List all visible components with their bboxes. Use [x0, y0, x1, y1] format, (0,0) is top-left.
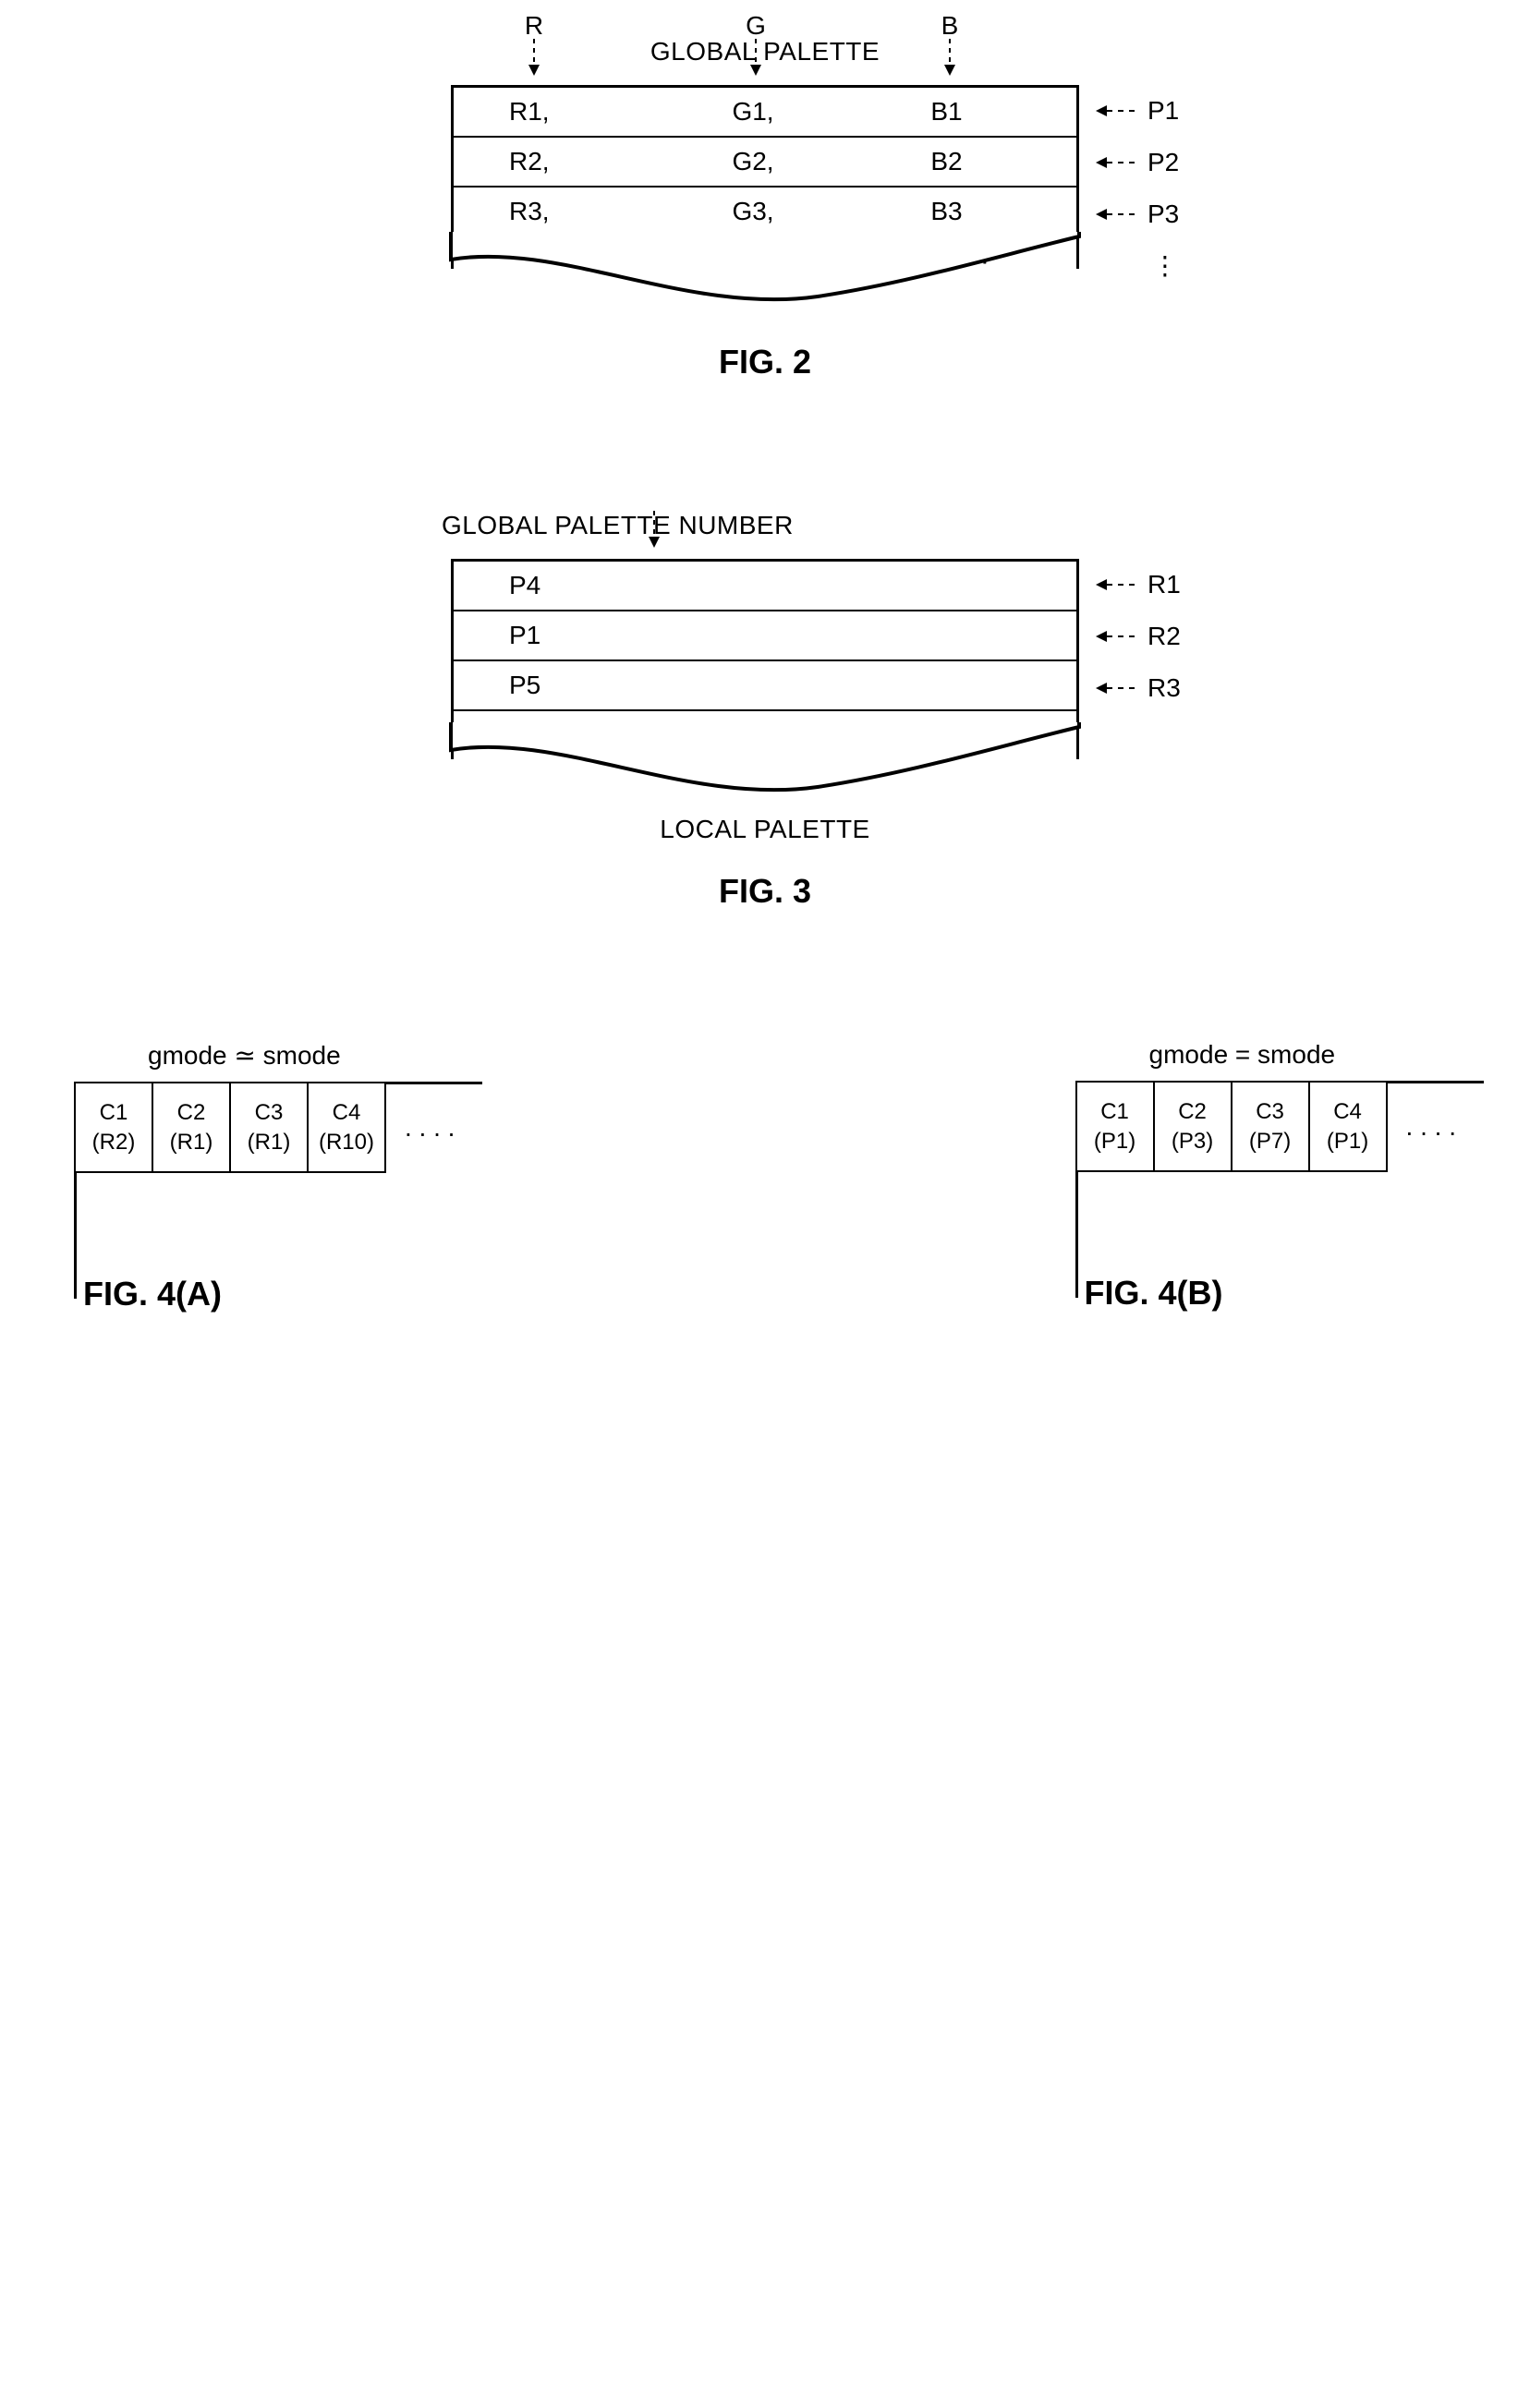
cell-bot: (R10) [319, 1128, 374, 1156]
figure-3: GLOBAL PALETTE NUMBER P4 P1 P5 [74, 511, 1456, 911]
cell: B3 [893, 187, 1077, 236]
cell-top: C2 [1178, 1097, 1207, 1126]
row-label-text: R2 [1148, 622, 1181, 651]
fig3-bottom-title: LOCAL PALETTE [660, 815, 869, 844]
table-row: R3, G3, B3 [453, 187, 1078, 236]
cell: R2, [453, 137, 677, 187]
cell: P1 [453, 611, 1078, 660]
row-label: P3 [1096, 188, 1179, 240]
col-arrow-G [737, 39, 774, 79]
row-label: R1 [1096, 559, 1181, 611]
table-row: R1, G1, B1 [453, 87, 1078, 138]
cell: G2, [676, 137, 893, 187]
fig3-row-labels: R1 R2 R3 [1079, 559, 1181, 714]
fig2-curve [448, 232, 1082, 315]
fig2-row-labels: P1 P2 P3 ⋮ [1079, 85, 1179, 292]
cell-top: C3 [255, 1098, 284, 1127]
vdots: ⋮ [1097, 260, 1179, 272]
fig4a-cells: C1 (R2) C2 (R1) C3 (R1) C4 (R10) . . . . [74, 1082, 455, 1173]
cell-bot: (R1) [248, 1128, 291, 1156]
row-label: P1 [1096, 85, 1179, 137]
cell-bot: (R1) [170, 1128, 213, 1156]
fig4a-dots: . . . . [386, 1113, 455, 1143]
row-label-text: P3 [1148, 200, 1179, 229]
fig4b-grid: C1 (P1) C2 (P3) C3 (P7) C4 (P1) . . . . [1075, 1081, 1456, 1172]
figure-4a: gmode ≃ smode C1 (R2) C2 (R1) C3 (R1) C4 [74, 1040, 455, 1313]
fig2-col-headers: R G B [451, 11, 1079, 85]
col-arrow [636, 511, 673, 551]
cell: P5 [453, 660, 1078, 710]
cell: R1, [453, 87, 677, 138]
row-label: R2 [1096, 611, 1181, 662]
fig4-cell: C1 (R2) [74, 1082, 153, 1173]
fig4-cell: C4 (R10) [307, 1082, 386, 1173]
cell: G1, [676, 87, 893, 138]
fig4b-caption: FIG. 4(B) [1075, 1274, 1223, 1313]
fig4a-grid: C1 (R2) C2 (R1) C3 (R1) C4 (R10) . . . . [74, 1082, 455, 1173]
fig2-palette-wrap: R G B R1, G1, B1 R2, G2, B2 [451, 85, 1079, 315]
row-label-dots: ⋮ [1096, 240, 1179, 292]
figure-2: GLOBAL PALETTE R G B R1, G1, B1 [74, 37, 1456, 381]
cell-bot: (P1) [1327, 1127, 1368, 1156]
cell: B2 [893, 137, 1077, 187]
cell-top: C3 [1256, 1097, 1284, 1126]
fig4b-cells: C1 (P1) C2 (P3) C3 (P7) C4 (P1) . . . . [1075, 1081, 1456, 1172]
fig4b-title: gmode = smode [1075, 1040, 1336, 1070]
fig4a-caption: FIG. 4(A) [74, 1275, 222, 1313]
table-row: R2, G2, B2 [453, 137, 1078, 187]
fig3-palette-wrap: P4 P1 P5 R1 R2 [451, 559, 1079, 805]
fig4-cell: C1 (P1) [1075, 1081, 1155, 1172]
cell: G3, [676, 187, 893, 236]
fig4a-title: gmode ≃ smode [74, 1040, 341, 1071]
fig4-cell: C3 (P7) [1231, 1081, 1310, 1172]
col-head-G: G [737, 11, 774, 41]
cell-top: C1 [1100, 1097, 1129, 1126]
fig4-cell: C3 (R1) [229, 1082, 309, 1173]
cell-bot: (P3) [1172, 1127, 1213, 1156]
figure-4-row: gmode ≃ smode C1 (R2) C2 (R1) C3 (R1) C4 [74, 1040, 1456, 1313]
cell-top: C1 [100, 1098, 128, 1127]
col-arrow-B [931, 39, 968, 79]
cell: B1 [893, 87, 1077, 138]
fig4-cell: C2 (P3) [1153, 1081, 1232, 1172]
figure-4b: gmode = smode C1 (P1) C2 (P3) C3 (P7) C4 [1075, 1040, 1456, 1313]
cell-top: C4 [1333, 1097, 1362, 1126]
fig3-curve [448, 722, 1082, 805]
row-label-text: R3 [1148, 673, 1181, 703]
row-label: R3 [1096, 662, 1181, 714]
col-arrow-R [516, 39, 552, 79]
fig2-caption: FIG. 2 [719, 343, 811, 381]
fig4b-dots: . . . . [1388, 1112, 1456, 1142]
fig4-cell: C2 (R1) [152, 1082, 231, 1173]
cell-bot: (R2) [92, 1128, 136, 1156]
table-row: P1 [453, 611, 1078, 660]
fig4-cell: C4 (P1) [1308, 1081, 1388, 1172]
row-label: P2 [1096, 137, 1179, 188]
row-label-text: R1 [1148, 570, 1181, 599]
cell-top: C4 [333, 1098, 361, 1127]
row-label-text: P2 [1148, 148, 1179, 177]
cell-bot: (P7) [1249, 1127, 1291, 1156]
row-label-text: P1 [1148, 96, 1179, 126]
fig3-col-headers [451, 511, 1079, 585]
col-head-B: B [931, 11, 968, 41]
table-row: P5 [453, 660, 1078, 710]
cell: R3, [453, 187, 677, 236]
col-head-R: R [516, 11, 552, 41]
cell-bot: (P1) [1094, 1127, 1135, 1156]
cell-top: C2 [177, 1098, 206, 1127]
fig3-caption: FIG. 3 [719, 872, 811, 911]
